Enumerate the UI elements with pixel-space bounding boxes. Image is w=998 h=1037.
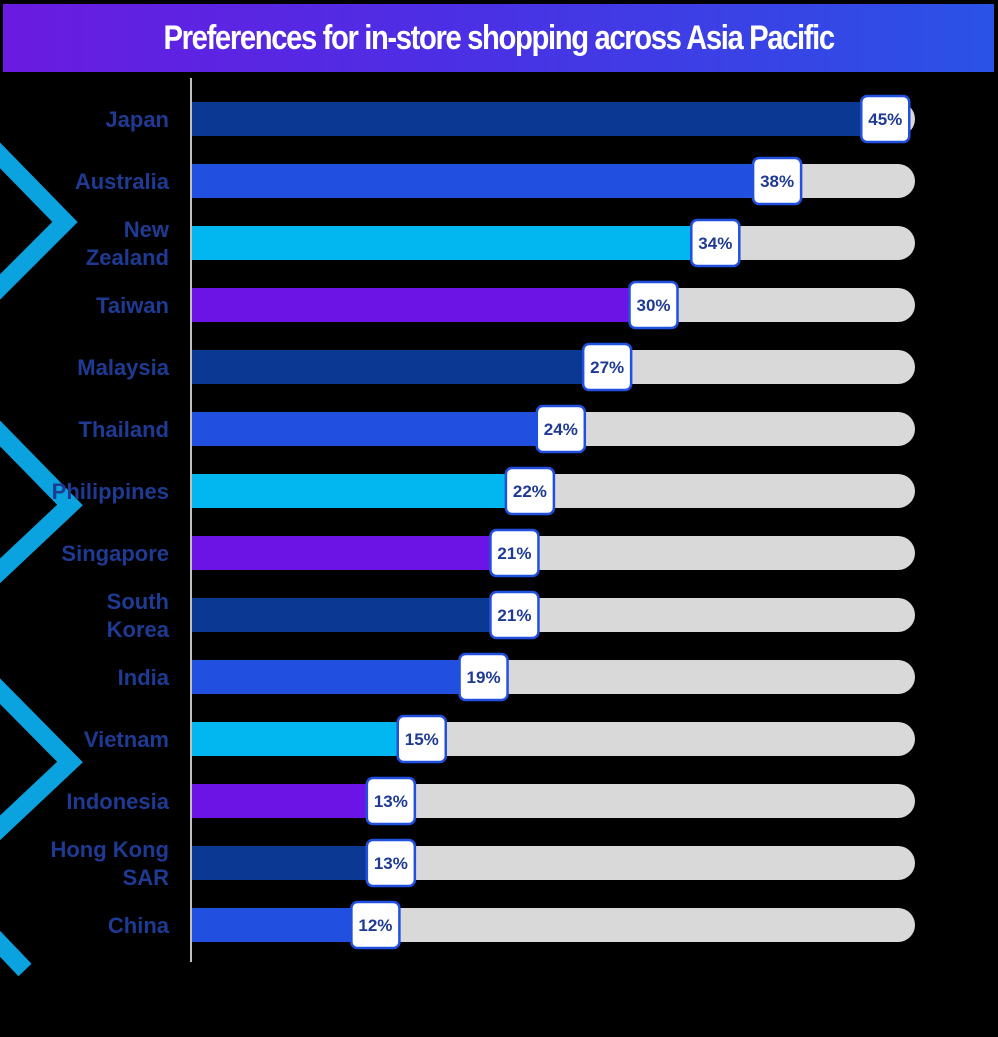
chevron-decoration-icon (0, 142, 78, 300)
value-label: 21% (497, 544, 531, 563)
value-label: 38% (760, 172, 794, 191)
category-label: Hong Kong SAR (50, 837, 169, 890)
value-label: 34% (698, 234, 732, 253)
value-badge (489, 590, 540, 640)
value-badge (581, 342, 633, 392)
category-label: Indonesia (66, 789, 169, 814)
value-label: 21% (497, 606, 531, 625)
category-label: Singapore (61, 541, 169, 566)
category-label: Taiwan (96, 293, 169, 318)
bar (192, 536, 517, 570)
bar (192, 474, 532, 508)
category-label: South Korea (107, 589, 170, 642)
bar (192, 660, 486, 694)
chevron-decoration-icon (0, 420, 83, 584)
chart-title: Preferences for in-store shopping across… (163, 18, 835, 57)
bar (192, 784, 393, 818)
bar (192, 846, 393, 880)
bar (192, 412, 563, 446)
bar (192, 288, 656, 322)
value-badge (365, 838, 417, 888)
value-badge (504, 466, 556, 516)
value-badge (860, 94, 911, 144)
bar (192, 226, 718, 260)
value-badge (690, 218, 741, 268)
value-badge (535, 404, 587, 454)
value-badge (350, 900, 401, 950)
value-label: 13% (374, 854, 408, 873)
value-badge (751, 156, 803, 206)
value-badge (628, 280, 679, 330)
value-label: 30% (636, 296, 670, 315)
category-label: Thailand (79, 417, 169, 442)
category-label: Japan (105, 107, 169, 132)
value-label: 22% (513, 482, 547, 501)
value-label: 15% (405, 730, 439, 749)
bar (192, 164, 780, 198)
category-label: Philippines (52, 479, 169, 504)
bar (192, 350, 610, 384)
value-label: 24% (544, 420, 578, 439)
chevron-decoration-icon (0, 678, 83, 841)
value-badge (365, 776, 417, 826)
bar (192, 598, 517, 632)
category-label: India (118, 665, 170, 690)
value-badge (396, 714, 447, 764)
bar (192, 102, 888, 136)
value-badge (458, 652, 509, 702)
value-badge (489, 528, 540, 578)
value-label: 19% (467, 668, 501, 687)
value-label: 27% (590, 358, 624, 377)
chevron-decoration-icon (0, 930, 32, 977)
bar (192, 722, 424, 756)
value-label: 12% (358, 916, 392, 935)
title-bar: Preferences for in-store shopping across… (3, 4, 994, 72)
value-label: 45% (868, 110, 902, 129)
category-label: China (108, 913, 170, 938)
category-label: Vietnam (84, 727, 169, 752)
category-label: Malaysia (77, 355, 169, 380)
category-label: New Zealand (86, 217, 170, 270)
value-label: 13% (374, 792, 408, 811)
bar (192, 908, 378, 942)
category-label: Australia (75, 169, 170, 194)
